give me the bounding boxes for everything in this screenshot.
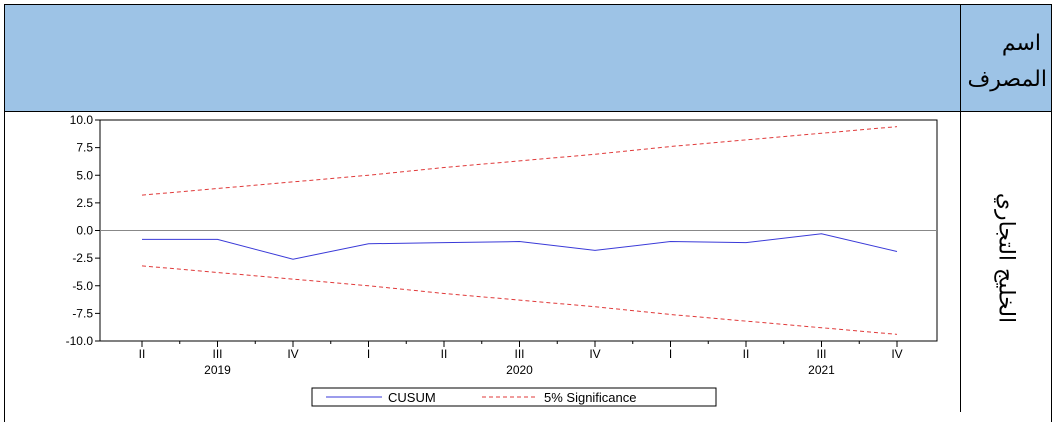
x-tick-label: IV <box>287 347 298 361</box>
cusum-line <box>142 233 898 260</box>
table-body-row <box>4 112 1052 422</box>
series-layer <box>141 126 898 335</box>
x-tick-label: II <box>139 347 146 361</box>
y-tick-label: -2.5 <box>72 251 93 265</box>
header-empty-cell <box>4 4 961 112</box>
y-tick-label: 2.5 <box>76 196 93 210</box>
y-tick-label: 5.0 <box>76 168 93 182</box>
column-divider <box>960 112 961 412</box>
table-header-row: اسم المصرف <box>0 0 1056 116</box>
legend-cusum-label: CUSUM <box>388 390 436 405</box>
y-axis: 10.0 7.5 5.0 2.5 0.0 -2.5 -5.0 -7.5 -10.0 <box>66 113 100 348</box>
significance-band-line <box>141 265 898 335</box>
plot-frame <box>99 119 938 342</box>
y-tick-label: 0.0 <box>76 224 93 238</box>
y-tick-label: -7.5 <box>72 306 93 320</box>
legend-significance-label: 5% Significance <box>544 390 637 405</box>
company-header-label-line2: المصرف <box>967 67 1047 92</box>
x-tick-label: IV <box>891 347 902 361</box>
x-year-label: 2020 <box>506 363 533 377</box>
x-tick-label: III <box>212 347 222 361</box>
x-tick-label: II <box>743 347 750 361</box>
x-year-label: 2021 <box>808 363 835 377</box>
chart-legend: CUSUM 5% Significance <box>311 387 717 407</box>
cusum-chart: 10.07.55.02.50.0-2.5-5.0-7.5-10.0 II III I… <box>66 113 938 407</box>
x-tick-label: III <box>514 347 524 361</box>
y-tick-label: 10.0 <box>70 113 94 127</box>
y-tick-label: 7.5 <box>76 141 93 155</box>
header-company-cell: اسم المصرف <box>960 4 1052 112</box>
y-tick-label: -5.0 <box>72 279 93 293</box>
x-tick-label: I <box>367 347 370 361</box>
x-tick-label: IV <box>589 347 600 361</box>
company-name-cell: الخليج التجاري <box>993 192 1019 324</box>
significance-band-line <box>141 126 898 196</box>
x-tick-label: III <box>816 347 826 361</box>
x-tick-label: I <box>669 347 672 361</box>
y-tick-label: -10.0 <box>66 334 94 348</box>
x-year-label: 2019 <box>204 363 231 377</box>
company-header-label-line1: اسم <box>1001 31 1041 56</box>
x-tick-label: II <box>441 347 448 361</box>
